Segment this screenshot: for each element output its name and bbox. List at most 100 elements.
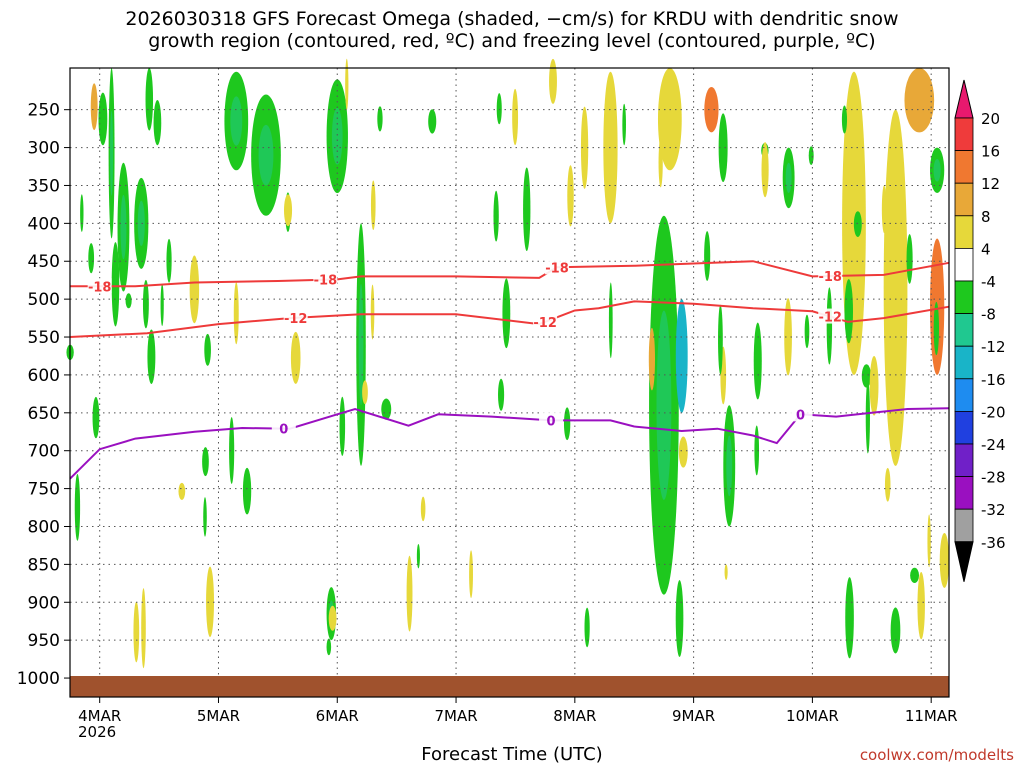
omega-streak xyxy=(753,322,762,400)
omega-streak xyxy=(881,185,887,234)
contour-label: 0 xyxy=(547,414,556,429)
omega-streak xyxy=(927,514,931,568)
omega-streak xyxy=(204,333,211,366)
omega-streak xyxy=(469,550,473,599)
colorbar-swatch xyxy=(954,378,974,412)
omega-streak xyxy=(381,398,392,420)
colorbar-tick-label: 4 xyxy=(981,240,991,258)
omega-streak xyxy=(88,243,95,274)
y-tick-label: 900 xyxy=(28,593,60,613)
y-tick-label: 250 xyxy=(28,101,60,121)
colorbar-swatch xyxy=(954,280,974,314)
omega-core xyxy=(137,200,145,247)
y-tick-label: 850 xyxy=(28,555,60,575)
omega-streak xyxy=(377,106,383,132)
omega-streak xyxy=(498,378,505,411)
omega-streak xyxy=(370,284,375,340)
contour-label-bg xyxy=(818,308,843,324)
omega-streak xyxy=(133,601,140,663)
omega-streak xyxy=(884,467,891,502)
colorbar: 20 16 12 8 4 -4 -8 -12 -16 -20 -24 -28 -32 -36 xyxy=(954,79,1006,582)
omega-core xyxy=(933,158,941,182)
contour-line xyxy=(70,260,950,288)
omega-core xyxy=(110,110,114,196)
colorbar-swatch xyxy=(954,215,974,249)
omega-streak xyxy=(675,580,684,657)
omega-streak xyxy=(502,278,511,349)
colorbar-swatch xyxy=(954,150,974,184)
omega-streak xyxy=(845,577,854,659)
omega-streak xyxy=(910,567,920,583)
omega-streak xyxy=(420,496,426,522)
credit-link[interactable]: coolwx.com/modelts xyxy=(859,746,1014,764)
omega-streak xyxy=(229,417,235,484)
omega-streak xyxy=(90,83,98,131)
omega-cell xyxy=(704,86,719,133)
colorbar-tick-label: 20 xyxy=(981,110,1000,128)
contour-label: -18 xyxy=(545,261,569,276)
x-tick-label: 10MAR xyxy=(786,707,839,725)
omega-streak xyxy=(890,607,901,654)
y-tick-label: 800 xyxy=(28,517,60,537)
colorbar-tick-label: -28 xyxy=(981,469,1006,487)
omega-streak xyxy=(933,301,940,356)
omega-streak xyxy=(416,543,420,569)
omega-streak xyxy=(826,287,833,365)
y-tick-label: 450 xyxy=(28,252,60,272)
contours: -18 -18 -18 -18 -12 -12 -12 0 0 0 xyxy=(69,259,950,480)
omega-streak xyxy=(861,364,872,388)
omega-streak xyxy=(622,103,626,146)
contour-label-bg xyxy=(283,309,308,325)
colorbar-arrow-top xyxy=(954,79,974,119)
omega-streak xyxy=(865,380,870,454)
y-tick-label: 600 xyxy=(28,366,60,386)
colorbar-swatch xyxy=(954,313,974,347)
omega-streak xyxy=(580,106,589,189)
omega-streak xyxy=(906,234,913,284)
omega-streak xyxy=(283,194,293,227)
omega-streak xyxy=(406,555,413,632)
colorbar-tick-label: -20 xyxy=(981,403,1006,421)
contour-label: 0 xyxy=(279,423,288,438)
omega-streak xyxy=(939,532,950,588)
colorbar-swatch xyxy=(954,476,974,510)
omega-streak xyxy=(125,293,132,309)
contour-label-bg xyxy=(818,268,843,284)
x-axis-title: Forecast Time (UTC) xyxy=(421,744,603,765)
colorbar-tick-label: -32 xyxy=(981,501,1006,519)
omega-streak xyxy=(512,88,519,146)
colorbar-swatch xyxy=(954,345,974,380)
contour-label-bg xyxy=(313,271,338,287)
omega-streak xyxy=(549,58,557,104)
omega-streak xyxy=(658,138,663,188)
omega-core xyxy=(258,124,274,186)
x-tick-label: 8MAR xyxy=(553,707,596,725)
omega-streak xyxy=(206,566,215,637)
omega-streak xyxy=(370,180,376,230)
omega-streak xyxy=(678,436,688,468)
omega-streak xyxy=(160,283,164,327)
omega-streak xyxy=(326,638,332,656)
omega-streak xyxy=(189,255,200,324)
omega-streak xyxy=(567,165,574,227)
omega-cell xyxy=(904,68,935,133)
colorbar-tick-label: -12 xyxy=(981,338,1006,356)
colorbar-tick-label: -24 xyxy=(981,436,1006,454)
omega-streak xyxy=(345,58,349,110)
colorbar-swatch xyxy=(954,247,974,282)
omega-streak xyxy=(145,67,154,131)
omega-core xyxy=(785,162,792,194)
y-tick-label: 700 xyxy=(28,442,60,462)
omega-streak xyxy=(147,329,156,384)
omega-streak xyxy=(74,474,81,541)
omega-cell xyxy=(883,109,908,466)
omega-streak xyxy=(841,105,848,134)
colorbar-tick-label: -16 xyxy=(981,371,1006,389)
plot-frame xyxy=(69,67,950,698)
contour-label: 0 xyxy=(796,408,805,423)
omega-streak xyxy=(428,109,437,134)
x-tick-label: 7MAR xyxy=(434,707,477,725)
omega-cell xyxy=(675,299,688,413)
contour-label: -18 xyxy=(88,280,112,295)
